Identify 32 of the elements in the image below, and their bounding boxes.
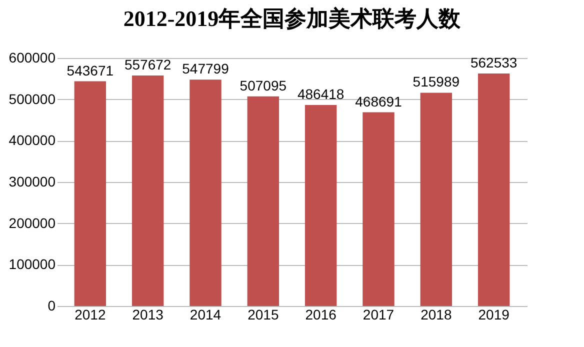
bar — [190, 80, 222, 306]
x-tick-label: 2019 — [478, 306, 510, 322]
x-tick-label: 2014 — [190, 306, 222, 322]
x-tick-label: 2015 — [248, 306, 279, 322]
data-label: 547799 — [182, 60, 230, 77]
bar — [247, 96, 280, 306]
chart-title: 2012-2019年全国参加美术联考人数 — [123, 6, 462, 31]
y-tick-label: 0 — [48, 298, 56, 314]
data-label: 468691 — [355, 93, 402, 110]
y-tick-label: 500000 — [8, 90, 56, 107]
bar — [74, 81, 106, 306]
data-label: 562533 — [470, 54, 518, 70]
x-tick-label: 2016 — [305, 306, 337, 322]
bar — [304, 104, 337, 306]
bar — [132, 75, 164, 306]
y-tick-label: 300000 — [8, 174, 56, 190]
data-label: 543671 — [66, 62, 114, 78]
x-tick-label: 2018 — [420, 306, 452, 322]
data-label: 507095 — [240, 77, 287, 94]
y-tick-label: 200000 — [8, 214, 56, 231]
data-label: 557672 — [124, 56, 172, 72]
bar — [420, 92, 452, 306]
y-tick-label: 600000 — [8, 50, 56, 66]
x-tick-label: 2013 — [132, 306, 164, 322]
x-tick-label: 2012 — [74, 306, 106, 322]
y-tick-label: 400000 — [8, 132, 56, 148]
bar — [478, 73, 510, 306]
y-tick-label: 100000 — [8, 256, 56, 272]
data-label: 486418 — [297, 86, 344, 102]
data-label: 515989 — [412, 74, 460, 90]
x-tick-label: 2017 — [362, 306, 394, 322]
bar — [362, 112, 394, 306]
